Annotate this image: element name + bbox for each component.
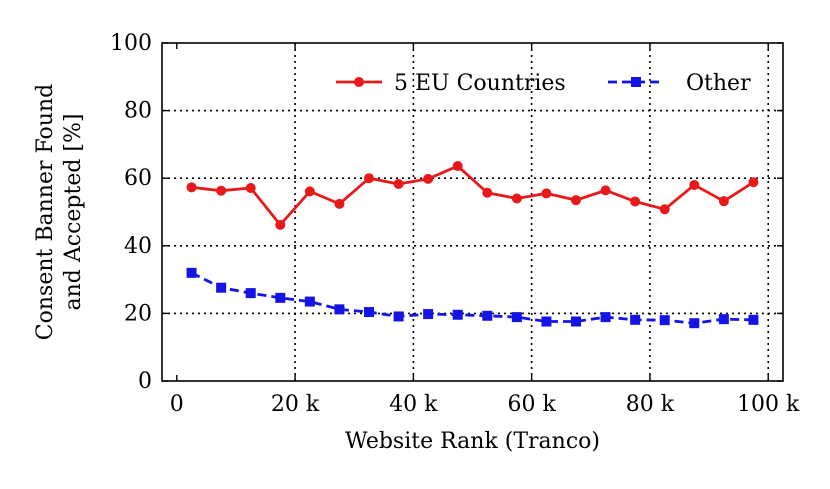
- data-point: [541, 188, 552, 199]
- data-point: [659, 204, 670, 215]
- data-point: [571, 195, 581, 206]
- data-point: [541, 316, 552, 327]
- data-point: [452, 309, 463, 320]
- data-point: [482, 310, 493, 321]
- x-axis-title: Website Rank (Tranco): [345, 429, 600, 454]
- series-group: [186, 161, 759, 329]
- data-point: [245, 288, 256, 299]
- data-point: [718, 314, 729, 325]
- x-tick-label: 100 k: [737, 392, 800, 417]
- legend-label-eu: 5 EU Countries: [394, 71, 566, 96]
- x-tick-label: 0: [170, 392, 184, 417]
- data-point: [186, 267, 197, 278]
- data-point: [186, 182, 197, 193]
- data-point: [393, 311, 404, 322]
- data-point: [718, 196, 729, 207]
- data-point: [334, 304, 345, 315]
- legend-marker-other: [631, 77, 641, 87]
- y-tick-label: 20: [124, 301, 152, 326]
- y-tick-labels: 0 20 40 60 80 100: [110, 31, 152, 394]
- data-point: [659, 315, 670, 326]
- data-point: [364, 307, 374, 318]
- data-point: [748, 314, 759, 325]
- data-point: [630, 196, 641, 207]
- data-point: [275, 292, 286, 303]
- plot-frame: [161, 42, 784, 382]
- legend: 5 EU Countries Other: [336, 71, 751, 96]
- series-line: [191, 164, 755, 227]
- series-eu: [186, 161, 759, 230]
- data-point: [482, 187, 493, 198]
- data-point: [304, 296, 315, 307]
- series-other: [186, 267, 759, 329]
- data-point: [423, 309, 434, 320]
- data-point: [689, 179, 700, 190]
- data-point: [600, 312, 611, 323]
- y-tick-label: 0: [138, 369, 152, 394]
- data-point: [423, 173, 434, 184]
- x-tick-label: 20 k: [271, 392, 320, 417]
- data-point: [511, 312, 522, 323]
- y-tick-label: 80: [124, 99, 152, 124]
- data-point: [511, 193, 522, 204]
- data-point: [275, 219, 286, 230]
- legend-label-other: Other: [686, 71, 751, 96]
- grid: [162, 43, 783, 381]
- data-point: [334, 198, 345, 209]
- data-point: [571, 316, 581, 327]
- data-point: [748, 177, 759, 188]
- data-point: [393, 178, 404, 189]
- data-point: [630, 314, 641, 325]
- data-point: [216, 185, 227, 196]
- data-point: [216, 282, 227, 293]
- y-axis-title-line-2: and Accepted [%]: [61, 113, 86, 310]
- data-point: [600, 185, 611, 196]
- legend-marker-eu: [354, 77, 364, 87]
- data-point: [452, 161, 463, 172]
- legend-item-other: Other: [608, 71, 751, 96]
- legend-item-eu: 5 EU Countries: [336, 71, 566, 96]
- x-tick-label: 40 k: [389, 392, 438, 417]
- data-point: [245, 183, 256, 194]
- y-tick-label: 40: [124, 234, 152, 259]
- y-axis-title: Consent Banner Found and Accepted [%]: [33, 84, 86, 340]
- x-tick-label: 60 k: [507, 392, 556, 417]
- x-tick-labels: 0 20 k 40 k 60 k 80 k 100 k: [170, 392, 800, 417]
- y-tick-label: 100: [110, 31, 152, 56]
- data-point: [364, 173, 374, 184]
- y-tick-label: 60: [124, 166, 152, 191]
- y-axis-title-line-1: Consent Banner Found: [33, 84, 58, 340]
- data-point: [304, 186, 315, 197]
- x-tick-label: 80 k: [626, 392, 675, 417]
- data-point: [689, 318, 700, 329]
